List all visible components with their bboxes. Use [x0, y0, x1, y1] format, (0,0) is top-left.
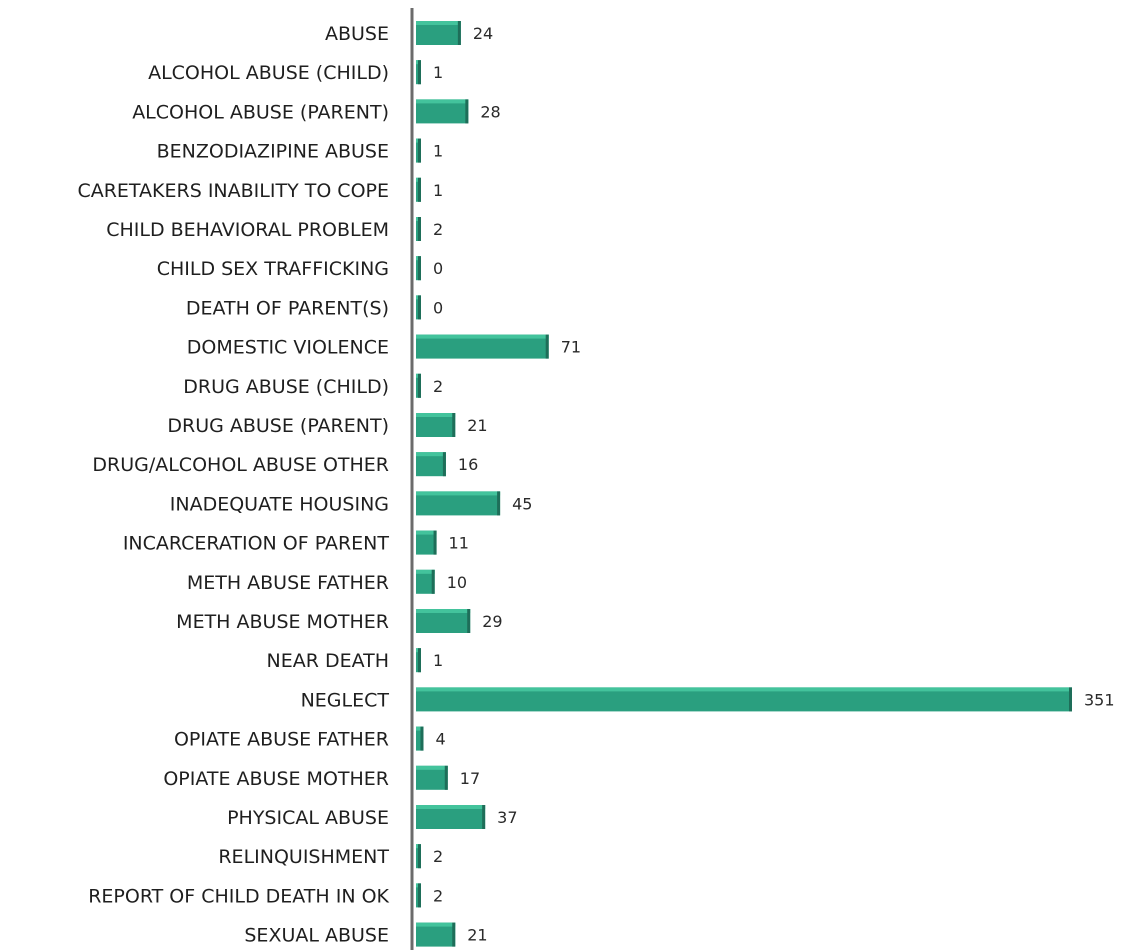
- data-label: 351: [1084, 690, 1115, 709]
- bar-highlight: [416, 452, 446, 457]
- bar-end-shade: [418, 256, 421, 281]
- category-label: DOMESTIC VIOLENCE: [187, 337, 389, 359]
- data-label: 2: [433, 220, 443, 239]
- bar: [416, 530, 437, 555]
- data-label: 28: [480, 102, 500, 121]
- category-label: ABUSE: [325, 23, 389, 45]
- data-label: 16: [458, 455, 478, 474]
- bar-highlight: [416, 99, 469, 104]
- bar-end-shade: [431, 569, 435, 594]
- bar: [416, 569, 435, 594]
- category-label: ALCOHOL ABUSE (PARENT): [132, 101, 389, 123]
- category-label: NEAR DEATH: [266, 650, 389, 672]
- bar-end-shade: [418, 883, 421, 908]
- category-label: DRUG/ALCOHOL ABUSE OTHER: [92, 454, 389, 476]
- bar-highlight: [416, 491, 501, 496]
- bar-highlight: [416, 922, 456, 927]
- data-label: 1: [433, 142, 443, 161]
- bar-end-shade: [418, 177, 421, 202]
- data-label: 21: [467, 926, 487, 945]
- data-label: 11: [449, 534, 469, 553]
- bars-group: [416, 21, 1072, 947]
- data-label: 2: [433, 847, 443, 866]
- bar-end-shade: [433, 530, 437, 555]
- data-label: 1: [433, 181, 443, 200]
- data-label: 10: [447, 573, 467, 592]
- data-label: 2: [433, 377, 443, 396]
- category-label: INADEQUATE HOUSING: [170, 493, 389, 515]
- category-label: RELINQUISHMENT: [218, 846, 389, 868]
- data-label: 37: [497, 808, 517, 827]
- data-label: 21: [467, 416, 487, 435]
- category-label: CHILD BEHAVIORAL PROBLEM: [106, 219, 389, 241]
- data-label: 1: [433, 651, 443, 670]
- bar-end-shade: [467, 609, 471, 633]
- data-label: 45: [512, 494, 532, 513]
- bar-end-shade: [545, 334, 549, 359]
- category-labels: ABUSE ALCOHOL ABUSE (CHILD) ALCOHOL ABUSE …: [77, 23, 389, 947]
- bar-end-shade: [418, 217, 421, 241]
- bar-end-shade: [418, 844, 421, 869]
- bar-highlight: [416, 726, 424, 731]
- bar-highlight: [416, 805, 486, 809]
- bar-end-shade: [418, 648, 421, 673]
- category-label: METH ABUSE MOTHER: [176, 611, 389, 633]
- data-label: 17: [460, 769, 480, 788]
- bar-highlight: [416, 21, 461, 25]
- bar-end-shade: [418, 295, 421, 320]
- category-label: REPORT OF CHILD DEATH IN OK: [88, 885, 389, 907]
- bar-end-shade: [457, 21, 461, 45]
- category-label: NEGLECT: [301, 689, 390, 711]
- bar-end-shade: [1069, 687, 1072, 712]
- category-label: PHYSICAL ABUSE: [227, 807, 389, 829]
- bar-end-shade: [418, 373, 421, 398]
- data-label: 4: [435, 730, 445, 749]
- category-label: METH ABUSE FATHER: [187, 572, 389, 594]
- category-label: OPIATE ABUSE FATHER: [174, 729, 389, 751]
- bar-end-shade: [465, 99, 469, 124]
- bar-highlight: [416, 334, 549, 339]
- data-label: 71: [561, 338, 581, 357]
- category-label: BENZODIAZIPINE ABUSE: [157, 141, 389, 163]
- bar-highlight: [416, 609, 471, 613]
- category-label: INCARCERATION OF PARENT: [123, 533, 390, 555]
- bar-highlight: [416, 530, 437, 535]
- bar-highlight: [416, 765, 448, 770]
- bar-end-shade: [418, 60, 421, 85]
- category-label: DRUG ABUSE (PARENT): [167, 415, 389, 437]
- category-label: OPIATE ABUSE MOTHER: [163, 768, 389, 790]
- bar-end-shade: [452, 922, 456, 947]
- data-label: 2: [433, 886, 443, 905]
- category-label: DEATH OF PARENT(S): [186, 297, 389, 319]
- bar-end-shade: [418, 138, 421, 163]
- data-label: 0: [433, 259, 443, 278]
- bar-end-shade: [442, 452, 446, 477]
- bar-end-shade: [444, 765, 448, 790]
- bar-end-shade: [420, 726, 424, 751]
- bar-end-shade: [482, 805, 486, 829]
- bar: [416, 726, 424, 751]
- data-label: 24: [473, 24, 493, 43]
- data-label: 29: [482, 612, 502, 631]
- bar-highlight: [416, 569, 435, 574]
- data-label: 1: [433, 63, 443, 82]
- bar-end-shade: [497, 491, 501, 516]
- bar-highlight: [416, 687, 1072, 692]
- data-label: 0: [433, 298, 443, 317]
- bar-highlight: [416, 413, 456, 417]
- category-label: CARETAKERS INABILITY TO COPE: [77, 180, 389, 202]
- bar-end-shade: [452, 413, 456, 437]
- category-label: SEXUAL ABUSE: [244, 925, 389, 947]
- category-label: ALCOHOL ABUSE (CHILD): [148, 62, 389, 84]
- category-label: CHILD SEX TRAFFICKING: [157, 258, 389, 280]
- category-label: DRUG ABUSE (CHILD): [183, 376, 389, 398]
